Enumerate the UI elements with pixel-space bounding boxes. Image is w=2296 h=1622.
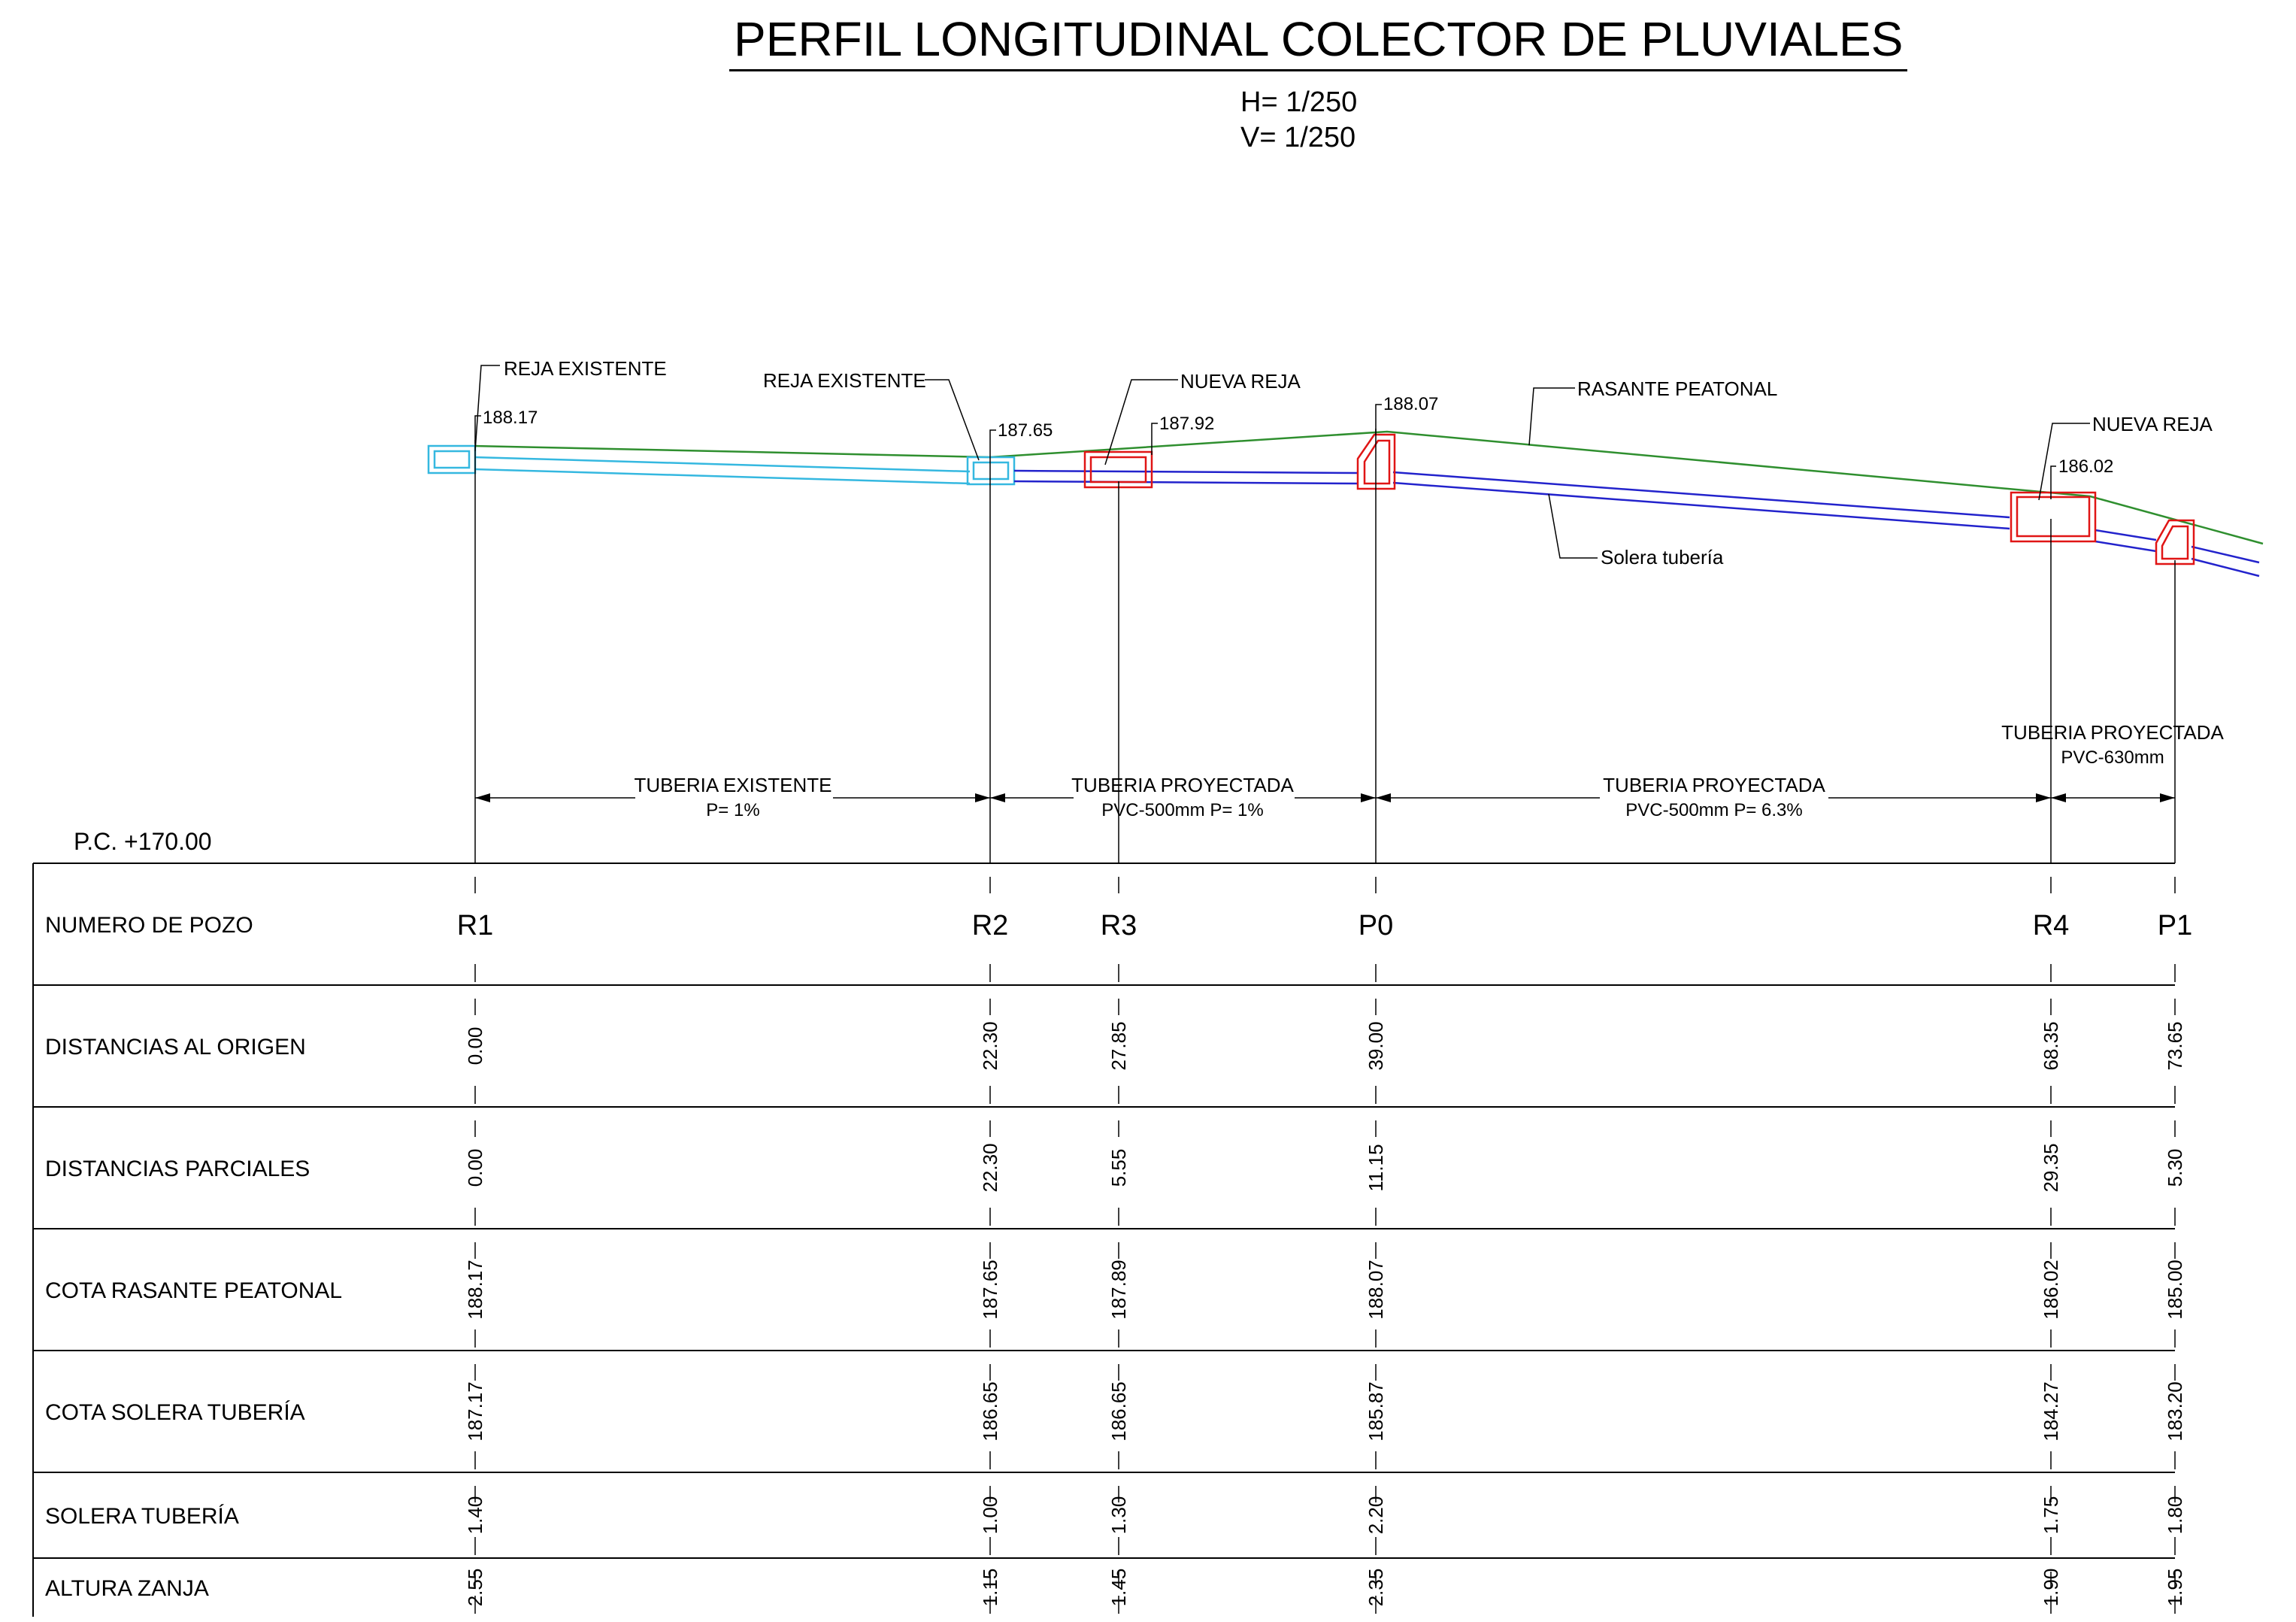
table-row-label: ALTURA ZANJA xyxy=(45,1576,209,1601)
table-cell-value: 185.87 xyxy=(1365,1381,1387,1442)
ground-label-r2: 187.65 xyxy=(998,420,1053,441)
table-cell-value: 188.17 xyxy=(464,1260,486,1320)
table-cell-value: 2.55 xyxy=(464,1569,486,1607)
data-table: NUMERO DE POZO R1 R2 R3 P0 R4 P1 DISTANCIAS AL … xyxy=(32,863,2192,1617)
table-cell-value: 39.00 xyxy=(1365,1021,1387,1070)
table-cell-value: 1.90 xyxy=(2040,1569,2062,1607)
new-structures xyxy=(1083,433,2195,565)
table-cell-well-id: R4 xyxy=(2033,910,2070,941)
callout-nueva-reja-2: NUEVA REJA xyxy=(2092,413,2213,435)
table-row-label: NUMERO DE POZO xyxy=(45,913,253,938)
table-cell-value: 187.17 xyxy=(464,1381,486,1442)
table-row-label: SOLERA TUBERÍA xyxy=(45,1504,239,1529)
segment-1-line1: TUBERIA EXISTENTE xyxy=(635,774,832,796)
table-cell-value: 185.00 xyxy=(2164,1260,2186,1320)
table-cell-value: 22.30 xyxy=(979,1021,1001,1070)
datum-label: P.C. +170.00 xyxy=(74,828,212,855)
callout-solera-tuberia: Solera tubería xyxy=(1601,546,1724,568)
segment-3-line2: PVC-500mm P= 6.3% xyxy=(1625,800,1802,820)
table-cell-value: 1.80 xyxy=(2164,1496,2186,1535)
horizontal-scale: H= 1/250 xyxy=(1240,86,1358,118)
table-cell-value: 183.20 xyxy=(2164,1381,2186,1442)
table-cell-value: 73.65 xyxy=(2164,1021,2186,1070)
table-cell-well-id: R3 xyxy=(1101,910,1137,941)
table-cell-value: 2.20 xyxy=(1365,1496,1387,1535)
table-cell-value: 5.55 xyxy=(1107,1149,1130,1187)
table-cell-value: 186.65 xyxy=(979,1381,1001,1442)
table-cell-value: 188.07 xyxy=(1365,1260,1387,1320)
dimension-arrows xyxy=(475,793,2175,802)
ground-line xyxy=(474,430,2264,545)
ground-label-r4: 186.02 xyxy=(2058,456,2113,477)
table-cell-well-id: R1 xyxy=(457,910,494,941)
table-cell-value: 1.15 xyxy=(979,1569,1001,1607)
vertical-scale: V= 1/250 xyxy=(1240,122,1356,153)
table-row-label: COTA SOLERA TUBERÍA xyxy=(45,1400,305,1425)
table-cell-value: 5.30 xyxy=(2164,1149,2186,1187)
table-cell-well-id: R2 xyxy=(972,910,1009,941)
table-cell-value: 1.00 xyxy=(979,1496,1001,1535)
table-cell-value: 1.75 xyxy=(2040,1496,2062,1535)
ground-label-p0: 188.07 xyxy=(1383,394,1438,414)
segment-4-line1: TUBERIA PROYECTADA xyxy=(2001,721,2224,744)
table-cell-value: 29.35 xyxy=(2040,1143,2062,1192)
callout-nueva-reja-1: NUEVA REJA xyxy=(1180,370,1301,393)
table-cell-value: 2.35 xyxy=(1365,1569,1387,1607)
table-cell-value: 1.40 xyxy=(464,1496,486,1535)
table-cell-value: 184.27 xyxy=(2040,1381,2062,1442)
ground-label-r1: 188.17 xyxy=(483,408,538,428)
callout-reja-existente-2: REJA EXISTENTE xyxy=(763,369,926,392)
table-cell-value: 68.35 xyxy=(2040,1021,2062,1070)
table-cell-value: 187.65 xyxy=(979,1260,1001,1320)
table-cell-value: 27.85 xyxy=(1107,1021,1130,1070)
callout-reja-existente-1: REJA EXISTENTE xyxy=(504,357,667,380)
drawing-title: PERFIL LONGITUDINAL COLECTOR DE PLUVIALE… xyxy=(729,11,1908,71)
segment-4-line2: PVC-630mm xyxy=(2061,747,2164,768)
table-cell-value: 11.15 xyxy=(1365,1144,1387,1191)
ground-label-r3: 187.92 xyxy=(1159,414,1214,434)
table-row-label: DISTANCIAS AL ORIGEN xyxy=(45,1035,306,1060)
table-cell-value: 186.65 xyxy=(1107,1381,1130,1442)
station-lines xyxy=(474,429,2176,863)
segment-3-line1: TUBERIA PROYECTADA xyxy=(1603,774,1825,796)
callout-rasante-peatonal: RASANTE PEATONAL xyxy=(1577,377,1777,400)
table-cell-value: 22.30 xyxy=(979,1143,1001,1192)
callout-leaders xyxy=(474,365,2090,559)
segment-2-line1: TUBERIA PROYECTADA xyxy=(1071,774,1294,796)
table-cell-value: 1.45 xyxy=(1107,1569,1130,1607)
table-row-label: DISTANCIAS PARCIALES xyxy=(45,1157,310,1181)
table-cell-well-id: P0 xyxy=(1359,910,1393,941)
existing-pipe xyxy=(427,444,1016,486)
table-cell-value: 186.02 xyxy=(2040,1260,2062,1320)
segment-2-line2: PVC-500mm P= 1% xyxy=(1101,800,1263,820)
table-cell-well-id: P1 xyxy=(2158,910,2192,941)
table-cell-value: 187.89 xyxy=(1107,1260,1130,1320)
table-cell-value: 0.00 xyxy=(464,1149,486,1187)
projected-pipe xyxy=(1013,469,2260,578)
table-row-label: COTA RASANTE PEATONAL xyxy=(45,1278,342,1303)
segment-1-line2: P= 1% xyxy=(706,800,759,820)
table-cell-value: 1.95 xyxy=(2164,1569,2186,1607)
table-cell-value: 1.30 xyxy=(1107,1496,1130,1535)
table-cell-value: 0.00 xyxy=(464,1027,486,1066)
